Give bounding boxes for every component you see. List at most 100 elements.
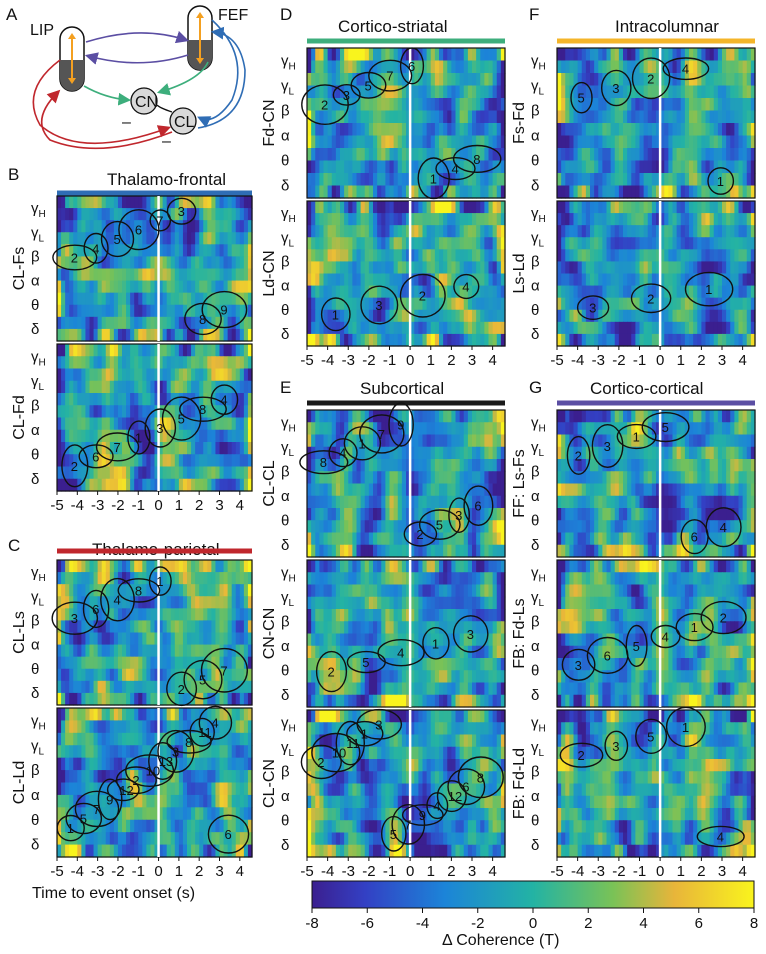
heatmap-cell [352,148,358,162]
heatmap-cell [101,256,107,270]
heatmap-cell [410,225,415,238]
heatmap-cell [195,732,200,746]
heatmap-cell [327,584,333,598]
heatmap-cell [109,656,115,670]
heatmap-cell [113,344,119,357]
heatmap-cell [195,608,200,622]
heatmap-cell [335,85,341,99]
heatmap-cell [154,732,160,746]
heatmap-cell [447,532,452,546]
heatmap-cell [331,321,337,335]
heatmap-cell [203,405,208,419]
cluster-number: 7 [93,802,100,817]
heatmap-cell [364,471,370,485]
cluster-number: 8 [320,455,327,470]
heatmap-cell [61,466,66,480]
heatmap-cell [447,249,452,263]
heatmap-cell [488,173,494,187]
heatmap-cell [105,668,111,682]
heatmap-cell [247,208,253,221]
heatmap-cell [307,508,312,521]
heatmap-cell [348,508,353,521]
heatmap-cell [85,244,91,258]
heatmap-cell [85,584,91,597]
heatmap-cell [467,410,473,423]
heatmap-cell [203,745,208,759]
cluster-number: 4 [92,241,99,256]
heatmap-cell [426,446,432,460]
heatmap-cell [430,584,436,598]
heatmap-cell [472,201,477,214]
heatmap-cell [472,285,477,299]
heatmap-cell [422,633,428,647]
heatmap-cell [109,782,115,796]
cluster-number: 4 [114,593,121,608]
heatmap-cell [426,60,432,74]
heatmap-cell [97,268,103,282]
heatmap-cell [410,483,415,497]
heatmap-cell [65,782,70,796]
heatmap-cell [215,280,221,294]
heatmap-cell [174,819,180,833]
heatmap-cell [69,745,74,759]
heatmap-cell [484,273,490,287]
heatmap-cell [215,644,221,658]
heatmap-cell [117,208,123,221]
heatmap-cell [146,708,152,722]
heatmap-cell [105,620,111,634]
heatmap-cell [243,807,249,821]
heatmap-cell [199,794,204,808]
heatmap-cell [319,410,325,423]
heatmap-cell [377,201,382,214]
heatmap-cell [219,584,225,597]
heatmap-cell [122,844,127,858]
heatmap-cell [191,393,196,406]
heatmap-cell [414,434,419,448]
heatmap-cell [434,658,440,671]
heatmap-cell [451,160,457,174]
heatmap-cell [340,694,345,708]
heatmap-cell [451,682,457,696]
heatmap-cell [459,572,465,586]
heatmap-cell [393,73,399,87]
heatmap-cell [207,794,212,808]
heatmap-cell [315,249,320,263]
heatmap-cell [348,261,353,275]
heatmap-cell [340,520,345,534]
heatmap-cell [414,321,419,335]
heatmap-cell [146,572,152,585]
heatmap-cell [215,632,221,646]
heatmap-cell [397,185,403,199]
heatmap-cell [335,110,341,124]
heatmap-cell [231,292,237,306]
heatmap-cell [235,208,241,221]
heatmap-cell [130,429,135,443]
heatmap-cell [480,85,485,99]
heatmap-cell [373,321,378,335]
heatmap-cell [142,782,147,796]
heatmap-cell [191,344,196,357]
heatmap-cell [146,807,152,821]
heatmap-cell [476,722,481,736]
heatmap-cell [377,213,382,226]
heatmap-cell [235,380,241,394]
heatmap-cell [500,321,506,335]
heatmap-cell [480,495,485,509]
heatmap-cell [93,454,99,468]
heatmap-cell [130,844,135,858]
heatmap-cell [472,297,477,311]
heatmap-cell [227,819,233,833]
heatmap-cell [130,632,135,646]
heatmap-cell [97,656,103,670]
heatmap-cell [247,668,253,682]
heatmap-cell [150,560,156,573]
heatmap-cell [223,560,229,573]
heatmap-cell [101,356,107,370]
heatmap-cell [356,422,362,436]
heatmap-cell [455,584,461,598]
heatmap-cell [434,682,440,696]
heatmap-cell [174,584,180,597]
heatmap-cell [247,819,253,833]
heatmap-cell [352,73,358,87]
